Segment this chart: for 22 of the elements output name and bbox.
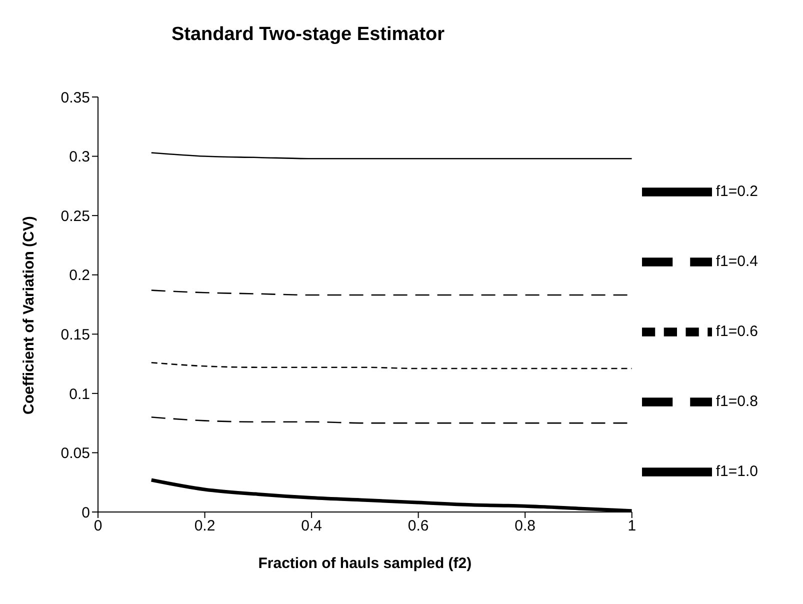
legend-label: f1=0.4 [716, 252, 758, 270]
x-axis-title: Fraction of hauls sampled (f2) [258, 555, 472, 572]
legend-label: f1=1.0 [716, 462, 758, 480]
y-tick-label: 0.05 [60, 445, 90, 462]
y-tick-label: 0 [82, 504, 90, 522]
y-tick-label: 0.2 [69, 267, 90, 284]
x-tick-label: 0.2 [194, 518, 216, 535]
y-axis-title: Coefficient of Variation (CV) [20, 216, 38, 414]
chart-title: Standard Two-stage Estimator [170, 23, 446, 47]
x-tick-label: 1 [628, 518, 636, 535]
y-tick-label: 0.35 [60, 89, 90, 106]
legend-label: f1=0.2 [716, 182, 758, 200]
y-tick-label: 0.3 [69, 148, 90, 166]
x-tick-label: 0.4 [301, 518, 322, 535]
y-tick-label: 0.15 [60, 326, 90, 344]
y-tick-label: 0.25 [60, 208, 90, 225]
legend-label: f1=0.6 [716, 322, 758, 340]
x-tick-label: 0.6 [408, 518, 429, 535]
legend-label: f1=0.8 [716, 392, 758, 410]
x-tick-label: 0 [94, 518, 102, 535]
y-tick-label: 0.1 [69, 386, 90, 403]
x-tick-label: 0.8 [514, 518, 536, 535]
